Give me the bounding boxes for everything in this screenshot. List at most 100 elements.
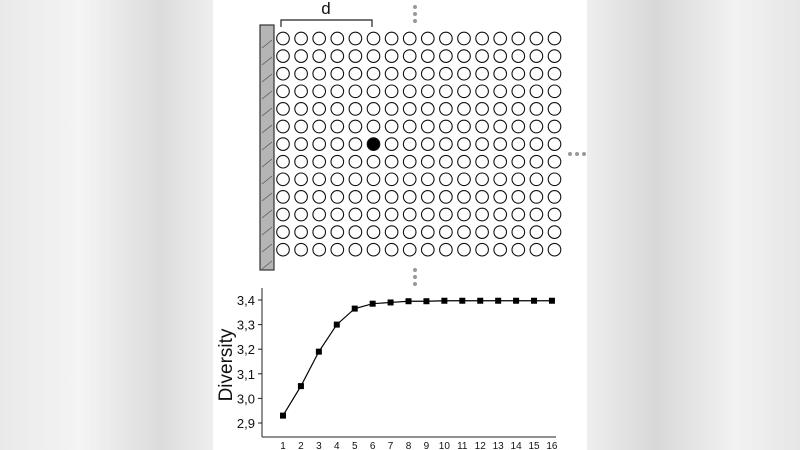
lattice-cell	[294, 207, 308, 222]
lattice-cell	[511, 190, 526, 204]
lattice-cell	[420, 207, 435, 222]
lattice-cell	[475, 31, 489, 46]
lattice-cell	[547, 154, 562, 169]
lattice-cell	[457, 31, 471, 46]
lattice-cell	[439, 49, 453, 63]
diversity-chart: Diversity 2,93,03,13,23,33,41 2 3 4 5 6 7 8 9 10 1…	[216, 288, 558, 450]
lattice-cell	[276, 49, 290, 63]
lattice-cell	[511, 31, 526, 46]
lattice-cell	[330, 49, 345, 63]
data-point	[531, 297, 538, 304]
lattice-cell	[312, 137, 327, 151]
lattice-cell	[366, 154, 381, 169]
hatch-line	[261, 39, 273, 49]
x-tick-label: 3	[316, 441, 322, 450]
lattice-cell	[312, 190, 327, 204]
lattice-cell	[384, 225, 399, 239]
y-tick-label: 3,1	[237, 367, 255, 382]
lattice-cell	[439, 154, 453, 169]
lattice-cell	[475, 84, 489, 99]
lattice-cell	[330, 207, 345, 222]
lattice-cell	[475, 119, 489, 134]
lattice-cell	[475, 102, 489, 116]
lattice-cell	[348, 207, 363, 222]
lattice-cell	[439, 66, 453, 81]
lattice-cell	[366, 225, 381, 239]
lattice-cell	[348, 31, 363, 46]
lattice-cell	[366, 119, 381, 134]
lattice-cell	[276, 84, 290, 99]
ellipsis-top-icon	[413, 5, 417, 23]
x-tick-label: 14	[511, 441, 523, 450]
lattice-cell	[294, 225, 308, 239]
lattice-cell	[493, 49, 508, 63]
lattice-cell	[312, 154, 327, 169]
lattice-cell	[529, 242, 544, 257]
lattice-cell	[276, 31, 290, 46]
lattice-cell	[384, 66, 399, 81]
lattice-cell	[402, 137, 417, 151]
lattice-cell	[312, 31, 327, 46]
lattice-cell	[457, 84, 471, 99]
lattice-cell	[475, 225, 489, 239]
lattice-cell	[493, 137, 508, 151]
lattice-cell	[420, 242, 435, 257]
hatch-line	[261, 175, 273, 185]
lattice-cell	[457, 102, 471, 116]
data-point	[441, 297, 448, 304]
lattice-cell	[402, 242, 417, 257]
lattice-cell	[384, 49, 399, 63]
lattice-cell	[276, 102, 290, 116]
lattice-cell	[384, 207, 399, 222]
lattice-cell	[348, 154, 363, 169]
lattice-cell	[366, 207, 381, 222]
lattice-cell	[348, 242, 363, 257]
lattice-cell	[475, 66, 489, 81]
lattice-cell	[529, 119, 544, 134]
lattice-cell	[366, 172, 381, 187]
lattice-cell	[312, 172, 327, 187]
y-tick-label: 3,0	[237, 391, 255, 406]
lattice-cell	[439, 172, 453, 187]
lattice-cell	[511, 137, 526, 151]
lattice-cell	[511, 119, 526, 134]
lattice-cell	[384, 119, 399, 134]
highlighted-cell	[366, 137, 381, 151]
lattice-cell	[366, 242, 381, 257]
lattice-cell	[276, 66, 290, 81]
lattice-cell	[294, 31, 308, 46]
lattice-cell	[547, 84, 562, 99]
lattice-cell	[493, 190, 508, 204]
lattice-cell	[402, 102, 417, 116]
lattice-cell	[439, 190, 453, 204]
lattice-cell	[312, 102, 327, 116]
lattice-cell	[366, 102, 381, 116]
lattice-cell	[420, 225, 435, 239]
x-tick-label: 6	[370, 441, 376, 450]
lattice-cell	[348, 119, 363, 134]
hatch-line	[261, 124, 273, 134]
data-point	[548, 297, 555, 304]
lattice-cell	[475, 190, 489, 204]
lattice-cell	[439, 242, 453, 257]
lattice-cell	[366, 84, 381, 99]
y-tick-label: 3,4	[237, 293, 255, 308]
lattice-cell	[294, 172, 308, 187]
lattice-cell	[366, 31, 381, 46]
lattice-cell	[276, 207, 290, 222]
lattice-cell	[529, 137, 544, 151]
lattice-cell	[547, 119, 562, 134]
lattice-cell	[529, 49, 544, 63]
data-point	[297, 383, 304, 390]
lattice-cell	[384, 172, 399, 187]
wall-hatching	[261, 39, 273, 270]
lattice-cell	[312, 119, 327, 134]
hatch-line	[261, 107, 273, 117]
lattice-cell	[493, 207, 508, 222]
data-point	[405, 298, 412, 305]
lattice-cell	[439, 207, 453, 222]
lattice-cell	[366, 66, 381, 81]
lattice-cell	[348, 66, 363, 81]
lattice-cell	[312, 49, 327, 63]
